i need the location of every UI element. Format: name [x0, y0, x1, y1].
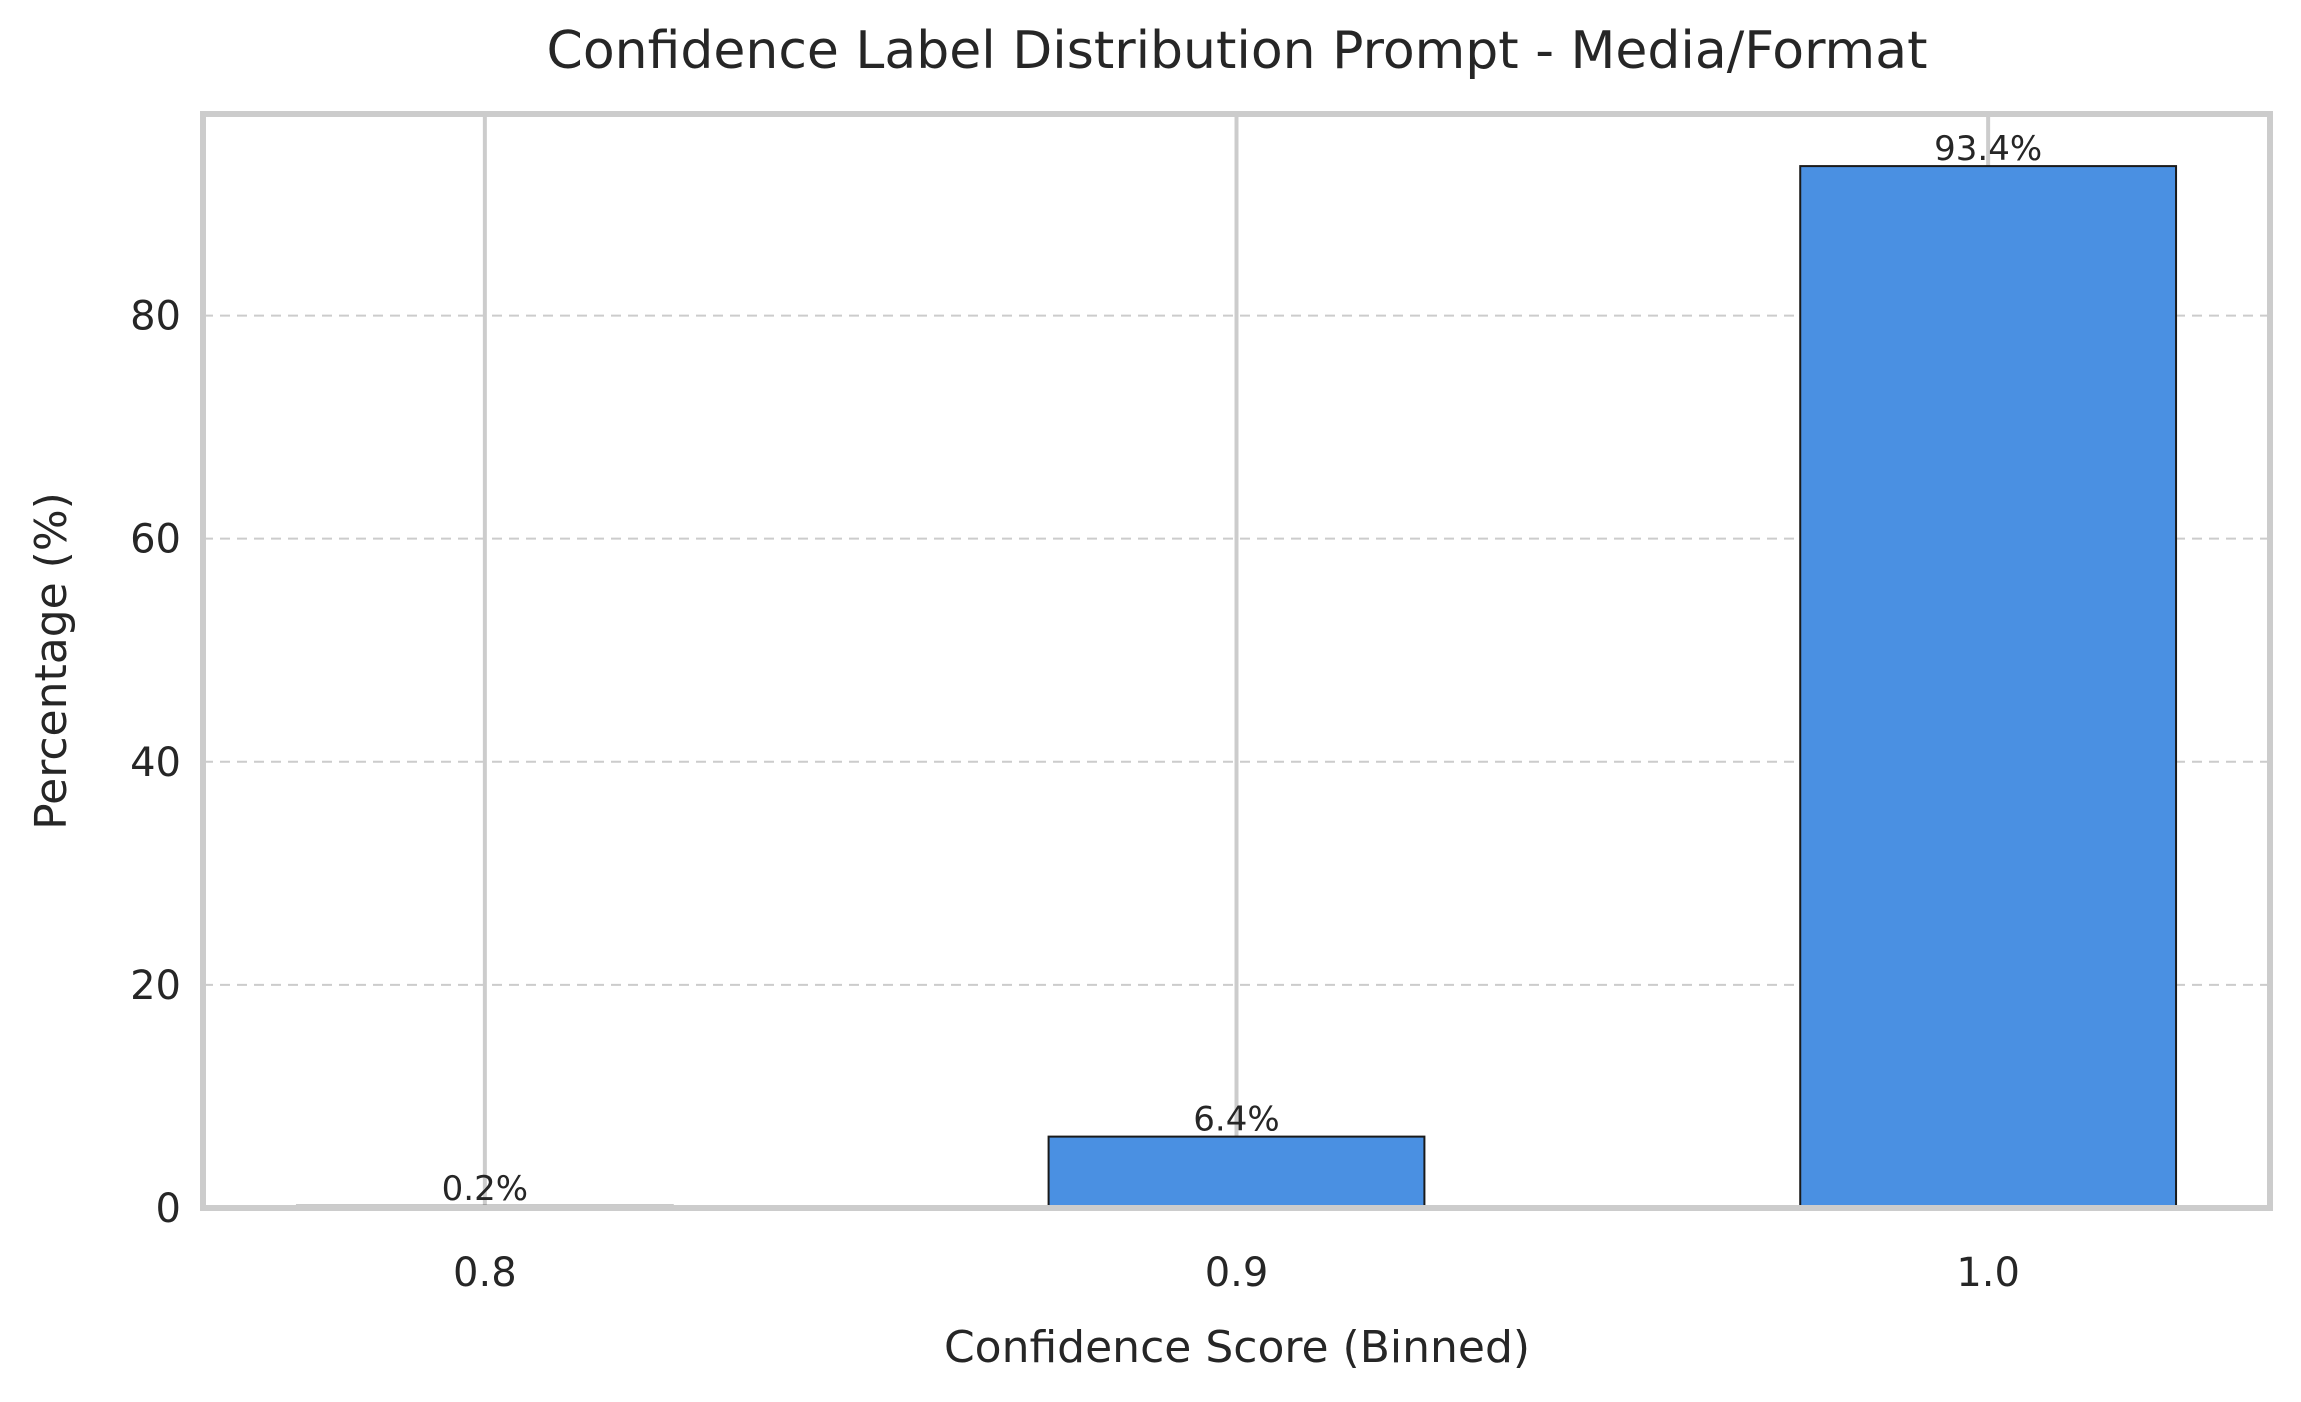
x-tick-label: 0.8	[453, 1250, 517, 1296]
plot-frame	[200, 111, 2273, 1211]
data-label: 93.4%	[1934, 129, 2042, 169]
y-tick-labels: 0 20 40 60 80	[130, 294, 181, 1232]
x-tick-label: 0.9	[1205, 1250, 1269, 1296]
chart-title: Confidence Label Distribution Prompt - M…	[547, 21, 1928, 81]
x-tick-labels: 0.8 0.9 1.0	[453, 1250, 2020, 1296]
y-tick-label: 20	[130, 963, 181, 1009]
y-axis-label: Percentage (%)	[26, 492, 77, 830]
y-tick-label: 60	[130, 517, 181, 563]
y-tick-label: 0	[156, 1186, 181, 1232]
bar-1.0	[1799, 165, 2178, 1210]
y-tick-label: 40	[130, 740, 181, 786]
x-tick-label: 1.0	[1956, 1250, 2020, 1296]
bar-0.9	[1047, 1135, 1426, 1209]
data-labels: 0.2% 6.4% 93.4%	[442, 129, 2042, 1209]
bars	[295, 165, 2178, 1210]
data-label: 0.2%	[442, 1169, 528, 1209]
x-axis-label: Confidence Score (Binned)	[944, 1322, 1530, 1373]
y-tick-label: 80	[130, 294, 181, 340]
data-label: 6.4%	[1193, 1100, 1279, 1140]
